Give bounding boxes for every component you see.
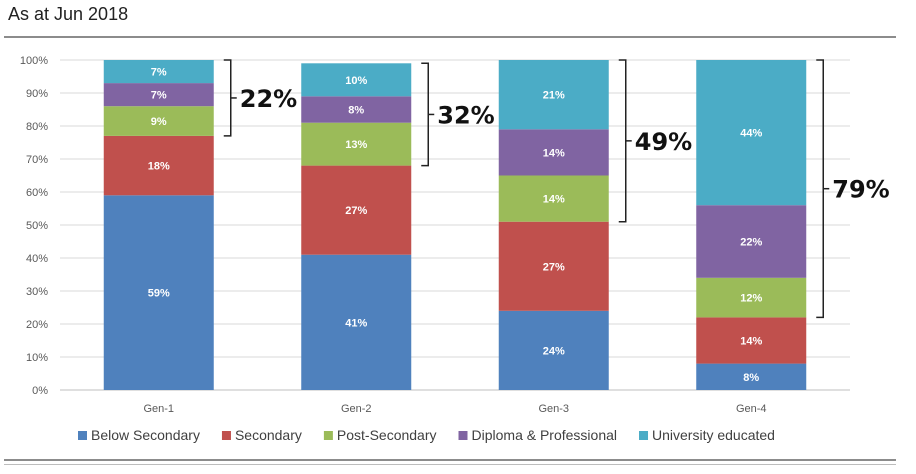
y-tick-label: 30% xyxy=(26,286,48,298)
legend-label: Secondary xyxy=(235,427,302,443)
y-axis-ticks: 0% 10% 20% 30% 40% 50% 60% 70% 80% 90% 100% xyxy=(20,55,48,397)
data-label: 24% xyxy=(543,345,565,357)
y-tick-label: 100% xyxy=(20,55,48,67)
legend-swatch xyxy=(78,431,87,440)
legend-swatch xyxy=(221,431,231,440)
chart-subtitle: As at Jun 2018 xyxy=(8,4,129,24)
data-label: 7% xyxy=(151,67,167,79)
legend-swatch xyxy=(639,431,649,440)
data-label: 59% xyxy=(148,288,170,300)
y-tick-label: 20% xyxy=(26,319,48,331)
bracket xyxy=(223,59,232,137)
bar-segment xyxy=(103,83,214,107)
legend-label: University educated xyxy=(652,427,775,443)
bracket-label: 49% xyxy=(635,128,692,156)
data-label: 10% xyxy=(345,75,367,87)
data-label: 8% xyxy=(348,105,364,117)
data-label: 21% xyxy=(543,90,565,102)
data-label: 44% xyxy=(740,128,762,140)
data-label: 8% xyxy=(743,372,759,384)
brackets: 22% 32% 49% 79% xyxy=(223,59,890,319)
bottom-rule xyxy=(4,459,896,461)
bar-segment xyxy=(301,165,412,255)
y-tick-label: 60% xyxy=(26,187,48,199)
y-tick-label: 0% xyxy=(32,385,48,397)
bar-segment xyxy=(103,106,214,136)
y-tick-label: 10% xyxy=(26,352,48,364)
bracket xyxy=(421,62,429,167)
bar-segment xyxy=(498,221,609,311)
data-label: 7% xyxy=(151,90,167,102)
y-tick-label: 40% xyxy=(26,253,48,265)
bar-segment xyxy=(696,277,807,318)
bars: 59% 18% 9% 7% 7% 41% 27% 13% 8% 10% 24% 27% 14% 14% 21… xyxy=(103,60,807,390)
bar-segment xyxy=(301,254,412,390)
y-tick-label: 80% xyxy=(26,121,48,133)
bar-segment xyxy=(498,175,609,222)
bar-segment xyxy=(103,195,214,390)
legend-swatch xyxy=(458,431,468,440)
bottom-rule-thin xyxy=(4,464,896,465)
data-label: 14% xyxy=(543,194,565,206)
x-axis-ticks: Gen-1 Gen-2 Gen-3 Gen-4 xyxy=(143,403,766,415)
bar-segment xyxy=(498,129,609,176)
data-label: 27% xyxy=(345,205,367,217)
data-label: 41% xyxy=(345,317,367,329)
y-tick-label: 90% xyxy=(26,88,48,100)
data-label: 22% xyxy=(740,237,762,249)
x-tick-label: Gen-2 xyxy=(341,403,372,415)
bracket-label: 79% xyxy=(832,176,889,204)
bar-segment xyxy=(696,60,807,206)
data-label: 14% xyxy=(543,147,565,159)
bar-segment xyxy=(498,310,609,390)
x-tick-label: Gen-1 xyxy=(143,403,174,415)
bar-segment xyxy=(301,63,412,97)
y-tick-label: 70% xyxy=(26,154,48,166)
legend-label: Post-Secondary xyxy=(337,427,437,443)
bar-segment xyxy=(301,96,412,123)
bracket xyxy=(816,59,824,319)
legend: Below Secondary Secondary Post-Secondary Di… xyxy=(78,427,775,443)
bar-segment xyxy=(301,122,412,166)
bar-segment xyxy=(103,135,214,196)
bar-segment xyxy=(498,60,609,130)
data-label: 13% xyxy=(345,139,367,151)
x-tick-label: Gen-4 xyxy=(736,403,767,415)
bar-segment xyxy=(696,205,807,278)
data-label: 12% xyxy=(740,293,762,305)
data-label: 27% xyxy=(543,261,565,273)
legend-swatch xyxy=(323,431,333,440)
top-rule xyxy=(4,36,896,38)
bar-segment xyxy=(696,363,807,390)
bracket xyxy=(618,59,627,223)
bar-segment xyxy=(696,317,807,364)
legend-label: Diploma & Professional xyxy=(472,427,618,443)
y-tick-label: 50% xyxy=(26,220,48,232)
legend-label: Below Secondary xyxy=(91,427,200,443)
bracket-label: 32% xyxy=(437,101,494,129)
stacked-bar-chart: 0% 10% 20% 30% 40% 50% 60% 70% 80% 90% 100% 59% 18%… xyxy=(20,55,890,443)
data-label: 18% xyxy=(148,161,170,173)
bar-segment xyxy=(103,60,214,84)
data-label: 9% xyxy=(151,116,167,128)
x-tick-label: Gen-3 xyxy=(538,403,569,415)
data-label: 14% xyxy=(740,336,762,348)
bracket-label: 22% xyxy=(240,85,297,113)
